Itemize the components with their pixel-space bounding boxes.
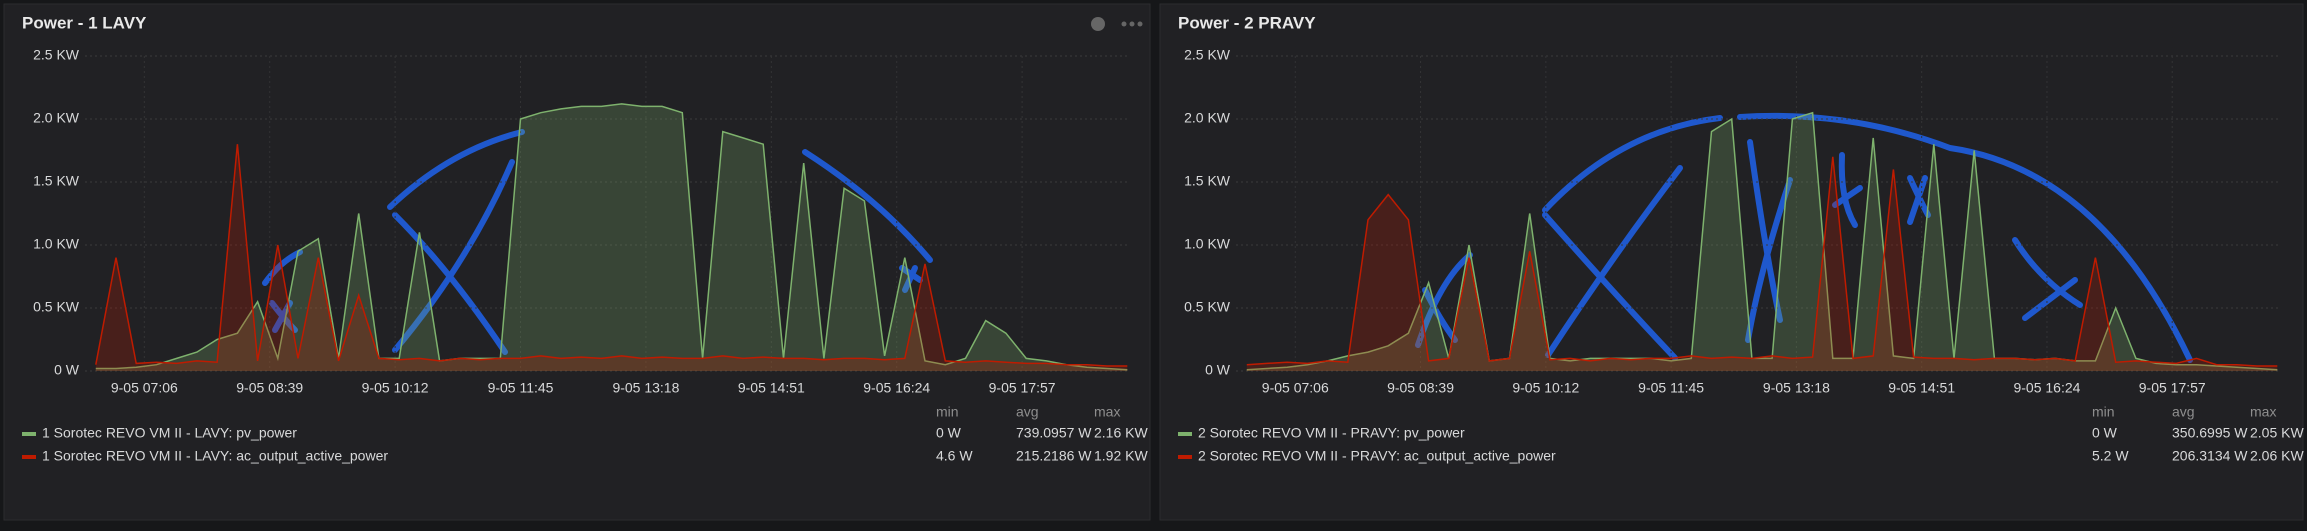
legend-value: 350.6995 W bbox=[2172, 425, 2248, 441]
y-tick-label: 0 W bbox=[54, 362, 80, 378]
legend-value: 5.2 W bbox=[2092, 448, 2129, 464]
x-tick-label: 9-05 16:24 bbox=[863, 380, 930, 396]
y-tick-label: 2.0 KW bbox=[33, 110, 80, 126]
legend-header: min bbox=[2092, 404, 2115, 420]
legend-value: 2.06 KW bbox=[2250, 448, 2304, 464]
legend-swatch bbox=[22, 455, 36, 459]
x-tick-label: 9-05 08:39 bbox=[1387, 380, 1454, 396]
legend-value: 1.92 KW bbox=[1094, 448, 1148, 464]
legend-header: avg bbox=[2172, 404, 2195, 420]
y-tick-label: 1.5 KW bbox=[1184, 173, 1231, 189]
legend-value: 206.3134 W bbox=[2172, 448, 2248, 464]
y-tick-label: 2.5 KW bbox=[33, 47, 80, 63]
x-tick-label: 9-05 11:45 bbox=[1638, 380, 1704, 396]
legend-value: 2.05 KW bbox=[2250, 425, 2304, 441]
legend-label: 1 Sorotec REVO VM II - LAVY: pv_power bbox=[42, 425, 297, 441]
legend-value: 0 W bbox=[2092, 425, 2118, 441]
menu-icon[interactable] bbox=[1121, 21, 1143, 27]
x-tick-label: 9-05 13:18 bbox=[612, 380, 679, 396]
legend-label: 2 Sorotec REVO VM II - PRAVY: pv_power bbox=[1198, 425, 1465, 441]
legend-value: 4.6 W bbox=[936, 448, 973, 464]
legend-value: 2.16 KW bbox=[1094, 425, 1148, 441]
series-line bbox=[1246, 156, 2278, 367]
x-tick-label: 9-05 10:12 bbox=[1512, 380, 1579, 396]
settings-icon[interactable] bbox=[1091, 17, 1105, 31]
legend-value: 0 W bbox=[936, 425, 962, 441]
legend-header: avg bbox=[1016, 404, 1039, 420]
legend-header: max bbox=[1094, 404, 1120, 420]
y-tick-label: 1.5 KW bbox=[33, 173, 80, 189]
panel bbox=[1159, 3, 2304, 521]
x-tick-label: 9-05 16:24 bbox=[2013, 380, 2080, 396]
x-tick-label: 9-05 07:06 bbox=[111, 380, 178, 396]
y-tick-label: 0 W bbox=[1205, 362, 1231, 378]
x-tick-label: 9-05 14:51 bbox=[738, 380, 805, 396]
y-tick-label: 0.5 KW bbox=[33, 299, 80, 315]
y-tick-label: 1.0 KW bbox=[1184, 236, 1231, 252]
series-area bbox=[95, 144, 1128, 371]
y-tick-label: 0.5 KW bbox=[1184, 299, 1231, 315]
legend-header: min bbox=[936, 404, 959, 420]
legend-value: 739.0957 W bbox=[1016, 425, 1092, 441]
panel bbox=[3, 3, 1151, 521]
legend-swatch bbox=[1178, 455, 1192, 459]
series-area bbox=[95, 103, 1128, 372]
legend-label: 1 Sorotec REVO VM II - LAVY: ac_output_a… bbox=[42, 448, 388, 464]
legend-swatch bbox=[1178, 432, 1192, 436]
x-tick-label: 9-05 10:12 bbox=[362, 380, 429, 396]
x-tick-label: 9-05 17:57 bbox=[989, 380, 1056, 396]
y-tick-label: 1.0 KW bbox=[33, 236, 80, 252]
x-tick-label: 9-05 13:18 bbox=[1763, 380, 1830, 396]
x-tick-label: 9-05 08:39 bbox=[236, 380, 303, 396]
series-line bbox=[1246, 111, 2278, 371]
series-line bbox=[95, 144, 1128, 367]
x-tick-label: 9-05 07:06 bbox=[1262, 380, 1329, 396]
y-tick-label: 2.5 KW bbox=[1184, 47, 1231, 63]
legend-label: 2 Sorotec REVO VM II - PRAVY: ac_output_… bbox=[1198, 448, 1556, 464]
x-tick-label: 9-05 14:51 bbox=[1888, 380, 1955, 396]
x-tick-label: 9-05 17:57 bbox=[2139, 380, 2206, 396]
legend-value: 215.2186 W bbox=[1016, 448, 1092, 464]
x-tick-label: 9-05 11:45 bbox=[488, 380, 554, 396]
y-tick-label: 2.0 KW bbox=[1184, 110, 1231, 126]
legend-swatch bbox=[22, 432, 36, 436]
legend-header: max bbox=[2250, 404, 2276, 420]
panel-title: Power - 1 LAVY bbox=[22, 13, 147, 32]
panel-title: Power - 2 PRAVY bbox=[1178, 13, 1316, 32]
